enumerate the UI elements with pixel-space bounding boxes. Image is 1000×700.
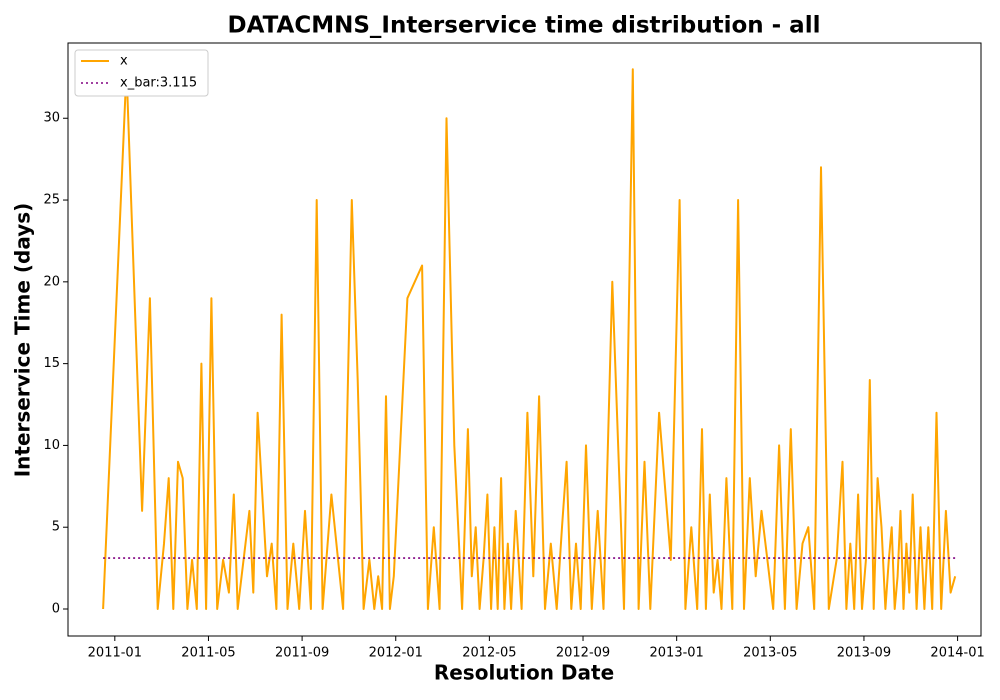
legend-label: x (120, 54, 128, 69)
y-axis-label: Interservice Time (days) (11, 203, 35, 478)
data-line (102, 68, 957, 610)
x-tick-label: 2013-05 (743, 646, 797, 661)
plot-frame (67, 42, 982, 637)
x-tick-label: 2011-09 (275, 646, 329, 661)
x-tick-label: 2011-01 (88, 646, 142, 661)
x-axis-label: Resolution Date (434, 661, 614, 685)
y-tick-label: 15 (43, 356, 60, 371)
x-tick-label: 2011-05 (181, 646, 235, 661)
y-tick-label: 25 (43, 193, 60, 208)
y-tick-label: 20 (43, 274, 60, 289)
y-tick-label: 30 (43, 111, 60, 126)
x-tick-label: 2014-01 (930, 646, 984, 661)
x-tick-label: 2012-05 (462, 646, 516, 661)
x-tick-label: 2012-01 (369, 646, 423, 661)
legend-label: x_bar:3.115 (120, 76, 197, 91)
y-tick-label: 0 (52, 602, 60, 617)
x-tick-label: 2012-09 (556, 646, 610, 661)
chart-title: DATACMNS_Interservice time distribution … (228, 13, 821, 39)
y-tick-label: 5 (52, 520, 60, 535)
x-tick-label: 2013-09 (837, 646, 891, 661)
y-tick-label: 10 (43, 438, 60, 453)
x-tick-label: 2013-01 (650, 646, 704, 661)
legend: x x_bar:3.115 (74, 49, 209, 97)
